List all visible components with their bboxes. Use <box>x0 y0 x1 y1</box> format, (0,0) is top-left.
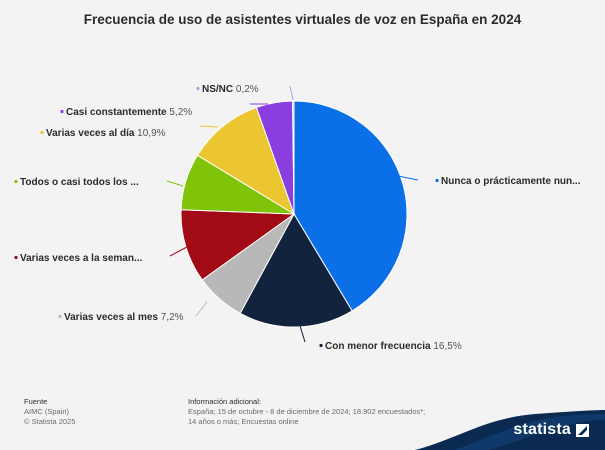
leader-line-1 <box>299 325 306 343</box>
slice-label-4: Todos o casi todos los ... <box>20 177 139 188</box>
info-block: Información adicional: España; 15 de oct… <box>188 397 425 427</box>
pie-slice-3[interactable] <box>180 209 296 281</box>
pie-slice-0[interactable] <box>293 100 408 312</box>
legend-dot-4 <box>14 179 18 184</box>
leader-line-0 <box>397 175 419 181</box>
legend-dot-2 <box>58 314 62 319</box>
source-block: Fuente AIMC (Spain) © Statista 2025 <box>24 397 75 427</box>
legend-dot-7 <box>196 86 200 91</box>
pie-slice-1[interactable] <box>239 212 353 328</box>
legend-dot-5 <box>40 130 44 135</box>
leader-line-3 <box>169 246 188 257</box>
statista-brand[interactable]: statista <box>415 410 605 450</box>
slice-label-5: Varias veces al día 10,9% <box>46 128 166 139</box>
leader-line-4 <box>166 180 184 187</box>
info-line-1: España; 15 de octubre - 8 de diciembre d… <box>188 407 426 416</box>
slice-label-3: Varias veces a la seman... <box>20 253 143 264</box>
legend-dot-1 <box>319 343 323 348</box>
slice-label-2: Varias veces al mes 7,2% <box>64 312 184 323</box>
leader-line-5 <box>199 125 219 128</box>
pie-slice-7[interactable] <box>292 100 295 215</box>
legend-dot-3 <box>14 255 18 260</box>
leader-line-7 <box>289 85 294 101</box>
brand-name: statista <box>513 421 571 438</box>
source-line-1: AIMC (Spain) <box>24 407 70 416</box>
chart-title: Frecuencia de uso de asistentes virtuale… <box>83 12 522 27</box>
slice-label-6: Casi constantemente 5,2% <box>66 107 192 118</box>
source-line-2: © Statista 2025 <box>24 417 76 426</box>
leader-line-2 <box>195 301 208 317</box>
slice-label-0: Nunca o prácticamente nun... <box>441 176 581 187</box>
statista-logo-icon <box>576 424 589 437</box>
slice-label-1: Con menor frecuencia 16,5% <box>325 341 462 352</box>
slice-label-7: NS/NC 0,2% <box>202 84 259 95</box>
pie-slice-5[interactable] <box>196 106 295 216</box>
info-heading: Información adicional: <box>188 397 261 406</box>
source-heading: Fuente <box>24 397 48 406</box>
legend-dot-0 <box>435 178 439 183</box>
brand-wave <box>415 410 605 450</box>
legend-dot-6 <box>60 109 64 114</box>
info-line-2: 14 años o más; Encuestas online <box>188 417 299 426</box>
